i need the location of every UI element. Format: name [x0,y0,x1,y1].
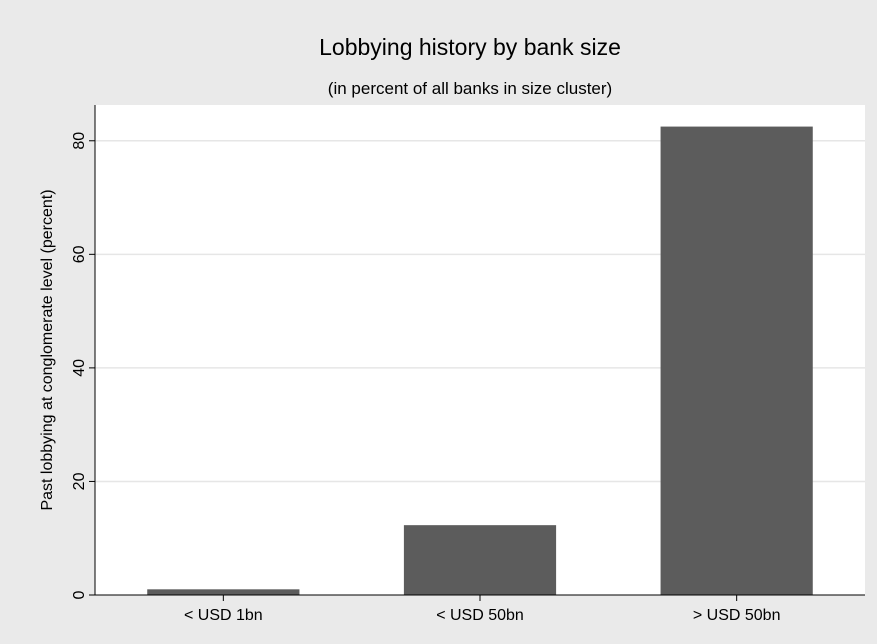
x-tick-label: > USD 50bn [693,607,781,624]
bar [403,525,557,595]
bar [660,126,813,595]
y-tick-label: 80 [71,132,88,150]
chart-subtitle: (in percent of all banks in size cluster… [328,79,612,98]
y-tick-label: 40 [71,359,88,377]
axes: 0 20 40 60 80 < USD 1bn < USD 50bn > USD 50bn [71,105,865,624]
y-axis-title: Past lobbying at conglomerate level (per… [39,189,56,510]
y-tick-label: 20 [71,472,88,490]
bars [147,126,813,595]
chart-title: Lobbying history by bank size [319,34,621,60]
x-tick-label: < USD 1bn [184,607,263,624]
y-tick-label: 60 [71,245,88,263]
y-tick-label: 0 [71,590,88,599]
bar [147,589,300,595]
x-tick-label: < USD 50bn [436,607,524,624]
